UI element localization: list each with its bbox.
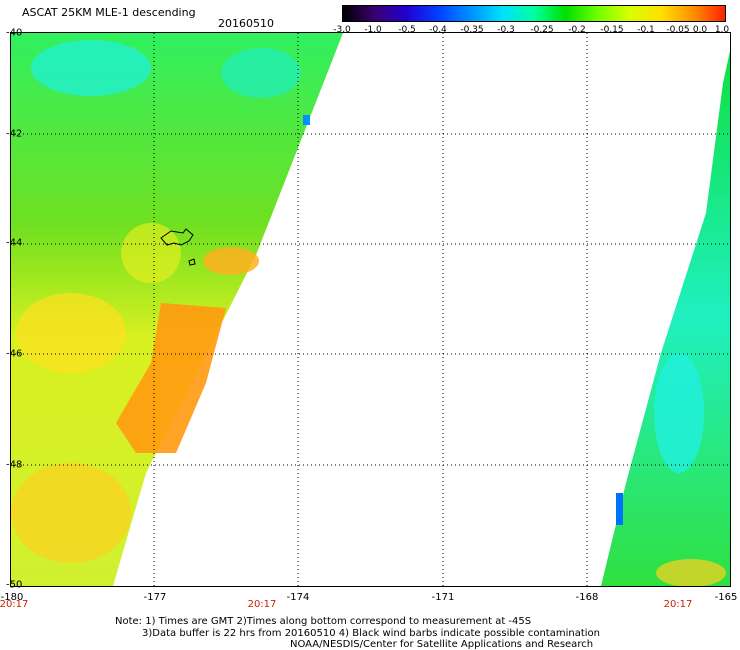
lat-label: -40 [6, 27, 23, 39]
orange-patch [203, 247, 259, 275]
lon-label: -168 [575, 592, 599, 603]
scale-label: 0.0 [692, 25, 708, 35]
blue-pixel [303, 115, 310, 125]
scale-label: -3.0 [333, 25, 351, 35]
scale-label: -0.3 [497, 25, 515, 35]
color-scale-labels: -3.0 -1.0 -0.5 -0.4 -0.35 -0.3 -0.25 -0.… [330, 25, 740, 37]
scale-label: -0.15 [600, 25, 624, 35]
islet-outline [188, 258, 196, 266]
satellite-map-panel[interactable] [10, 32, 731, 587]
yellow-patch [656, 559, 726, 586]
date-label: 20160510 [218, 17, 274, 30]
scale-label: -0.5 [398, 25, 416, 35]
orange-region [116, 303, 226, 453]
map-canvas [11, 33, 730, 586]
lat-label: -42 [6, 128, 23, 140]
lon-label: -174 [286, 592, 310, 603]
blue-pixel [616, 493, 623, 525]
lat-label: -50 [6, 579, 23, 591]
time-label: 20:17 [663, 599, 693, 610]
lon-label: -171 [431, 592, 455, 603]
lon-label: -177 [143, 592, 167, 603]
footnote-line-2: 3)Data buffer is 22 hrs from 20160510 4)… [142, 628, 600, 639]
scale-label: 1.0 [714, 25, 730, 35]
time-label: 20:17 [247, 599, 277, 610]
scale-label: -0.05 [666, 25, 690, 35]
scale-label: -0.2 [568, 25, 586, 35]
yellow-patch [11, 463, 131, 563]
yellow-patch [121, 223, 181, 283]
lat-label: -44 [6, 237, 23, 249]
scale-label: -1.0 [364, 25, 382, 35]
scale-label: -0.4 [429, 25, 447, 35]
scale-label: -0.1 [637, 25, 655, 35]
scale-label: -0.25 [530, 25, 554, 35]
lon-label: -180 [0, 592, 24, 603]
lat-label: -46 [6, 348, 23, 360]
cyan-patch [221, 48, 301, 98]
time-label: 20:17 [0, 599, 29, 610]
cyan-patch [654, 353, 704, 473]
color-scale-bar [342, 5, 726, 22]
graticule [11, 33, 730, 586]
lon-label: -165 [714, 592, 738, 603]
island-outline [160, 228, 194, 246]
lat-label: -48 [6, 459, 23, 471]
product-title: ASCAT 25KM MLE-1 descending [22, 6, 196, 19]
scale-label: -0.35 [460, 25, 484, 35]
yellow-patch [16, 293, 126, 373]
footnote-line-3: NOAA/NESDIS/Center for Satellite Applica… [290, 639, 594, 650]
footnote-line-1: Note: 1) Times are GMT 2)Times along bot… [115, 616, 532, 627]
cyan-patch [31, 40, 151, 96]
